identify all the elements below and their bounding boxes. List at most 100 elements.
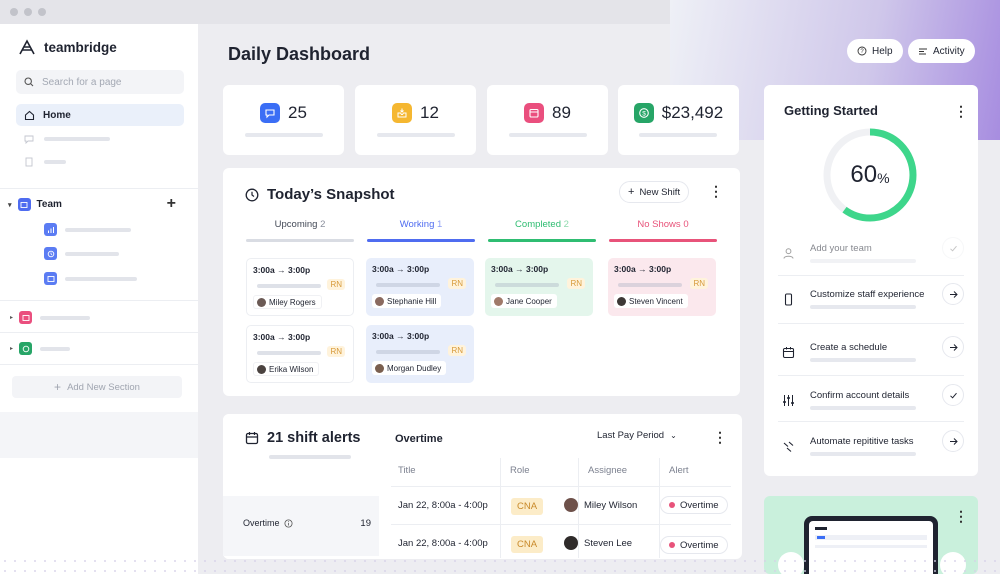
column-label: Upcoming: [274, 219, 318, 230]
placeholder-bar: [376, 350, 440, 354]
column-header-title[interactable]: Title: [398, 465, 416, 476]
add-new-section-button[interactable]: + Add New Section: [12, 376, 182, 398]
stat-value: 12: [420, 103, 439, 122]
assignee-chip[interactable]: Jane Cooper: [491, 294, 557, 308]
column-indicator: [488, 239, 596, 242]
sidebar-subitem[interactable]: [44, 272, 137, 285]
assignee-name: Stephanie Hill: [387, 296, 437, 306]
chat-icon: [260, 103, 281, 123]
page-title: Daily Dashboard: [228, 44, 371, 64]
assignee-chip[interactable]: Miley Rogers: [253, 295, 322, 309]
sidebar-section-collapsed[interactable]: ▸: [10, 311, 91, 324]
sidebar-section-team[interactable]: ▾ Team +: [8, 195, 188, 212]
assignee-chip[interactable]: Erika Wilson: [253, 362, 320, 376]
assignee-chip[interactable]: Morgan Dudley: [372, 361, 447, 375]
alert-category-overtime[interactable]: Overtime 19: [243, 518, 371, 529]
stat-card-revenue[interactable]: $ $23,492: [618, 85, 739, 155]
promo-more-icon[interactable]: ⋮: [954, 508, 968, 524]
plus-icon: +: [54, 380, 62, 394]
getting-started-more-icon[interactable]: ⋮: [954, 103, 968, 119]
shift-card[interactable]: 3:00a → 3:00p RN Jane Cooper: [485, 258, 593, 316]
sidebar-search[interactable]: [16, 70, 184, 94]
placeholder-bar: [40, 315, 91, 320]
activity-button[interactable]: Activity: [908, 39, 975, 63]
shift-card[interactable]: 3:00a → 3:00p RN Steven Vincent: [608, 258, 716, 316]
placeholder-bar: [810, 406, 916, 410]
activity-label: Activity: [933, 45, 965, 57]
search-input[interactable]: [42, 76, 172, 88]
role-badge: RN: [690, 278, 708, 289]
shift-card[interactable]: 3:00a → 3:00p RN Miley Rogers: [246, 258, 354, 316]
preview-line: [815, 527, 827, 530]
arrow-right-icon[interactable]: [942, 336, 964, 358]
alert-category-count: 19: [360, 517, 371, 529]
sliders-icon: [778, 390, 798, 410]
sidebar-subitem[interactable]: [44, 223, 131, 236]
stat-card-calendar[interactable]: 89: [487, 85, 608, 155]
chevron-right-icon[interactable]: ▸: [10, 346, 14, 352]
window-dot-maximize[interactable]: [38, 8, 46, 16]
overtime-more-icon[interactable]: ⋮: [713, 429, 727, 445]
brand-logo[interactable]: teambridge: [18, 38, 117, 56]
add-team-page-button[interactable]: +: [166, 195, 176, 212]
svg-text:$: $: [642, 110, 646, 117]
shift-card[interactable]: 3:00a → 3:00p RN Morgan Dudley: [366, 325, 474, 383]
window-dot-close[interactable]: [10, 8, 18, 16]
pay-period-select[interactable]: Last Pay Period ⌄: [597, 430, 677, 441]
avatar: [257, 297, 266, 307]
check-icon[interactable]: [942, 237, 964, 259]
tab-completed[interactable]: Completed 2: [488, 219, 596, 230]
chevron-right-icon[interactable]: ▸: [10, 315, 14, 321]
shift-time: 3:00a → 3:00p: [372, 264, 430, 274]
role-badge: CNA: [511, 498, 544, 515]
column-count: 0: [683, 219, 689, 230]
stat-card-inbox[interactable]: 12: [355, 85, 476, 155]
shift-time: 3:00a → 3:00p: [614, 264, 672, 274]
sidebar-subitem[interactable]: [44, 247, 119, 260]
placeholder-bar: [257, 284, 321, 288]
search-icon: [24, 77, 34, 87]
sidebar: teambridge Home ▾ Team +: [0, 24, 198, 574]
preview-line: [817, 536, 825, 539]
document-icon: [25, 157, 33, 167]
shift-card[interactable]: 3:00a → 3:00p RN Erika Wilson: [246, 325, 354, 383]
snapshot-title: Today’s Snapshot: [245, 186, 395, 203]
stat-card-shifts[interactable]: 25: [223, 85, 344, 155]
snapshot-more-icon[interactable]: ⋮: [709, 183, 723, 199]
alert-badge[interactable]: Overtime: [660, 496, 728, 514]
shift-time: 3:00a → 3:00p: [253, 332, 311, 342]
assignee-chip[interactable]: Steven Vincent: [614, 294, 688, 308]
role-badge: RN: [448, 278, 466, 289]
sidebar-item-home[interactable]: Home: [16, 104, 184, 126]
sidebar-item-placeholder[interactable]: [24, 157, 66, 167]
alert-badge[interactable]: Overtime: [660, 536, 728, 554]
assignee-chip[interactable]: Stephanie Hill: [372, 294, 442, 308]
progress-arc: [823, 128, 917, 222]
arrow-right-icon[interactable]: [942, 430, 964, 452]
sidebar-section-collapsed[interactable]: ▸: [10, 342, 71, 355]
column-header-role[interactable]: Role: [510, 465, 530, 476]
sidebar-divider: [0, 364, 198, 365]
stat-value: 25: [288, 103, 307, 122]
column-header-assignee[interactable]: Assignee: [588, 465, 628, 476]
check-icon[interactable]: [942, 384, 964, 406]
chat-icon: [24, 135, 34, 144]
tab-upcoming[interactable]: Upcoming 2: [246, 219, 354, 230]
plus-icon: +: [628, 186, 635, 198]
tab-no-shows[interactable]: No Shows 0: [609, 219, 717, 230]
calendar-icon: [245, 432, 259, 445]
window-dot-minimize[interactable]: [24, 8, 32, 16]
column-header-alert[interactable]: Alert: [669, 465, 689, 476]
arrow-right-icon[interactable]: [942, 283, 964, 305]
stat-value: $23,492: [661, 103, 724, 122]
progress-label: 60%: [822, 127, 918, 223]
help-button[interactable]: ? Help: [847, 39, 903, 63]
chevron-down-icon[interactable]: ▾: [8, 201, 12, 209]
tab-working[interactable]: Working 1: [367, 219, 475, 230]
new-shift-button[interactable]: + New Shift: [619, 181, 690, 203]
overtime-title: Overtime: [395, 433, 443, 445]
shift-card[interactable]: 3:00a → 3:00p RN Stephanie Hill: [366, 258, 474, 316]
alerts-list: [223, 496, 379, 556]
sidebar-item-placeholder[interactable]: [24, 134, 110, 144]
help-label: Help: [872, 45, 893, 57]
